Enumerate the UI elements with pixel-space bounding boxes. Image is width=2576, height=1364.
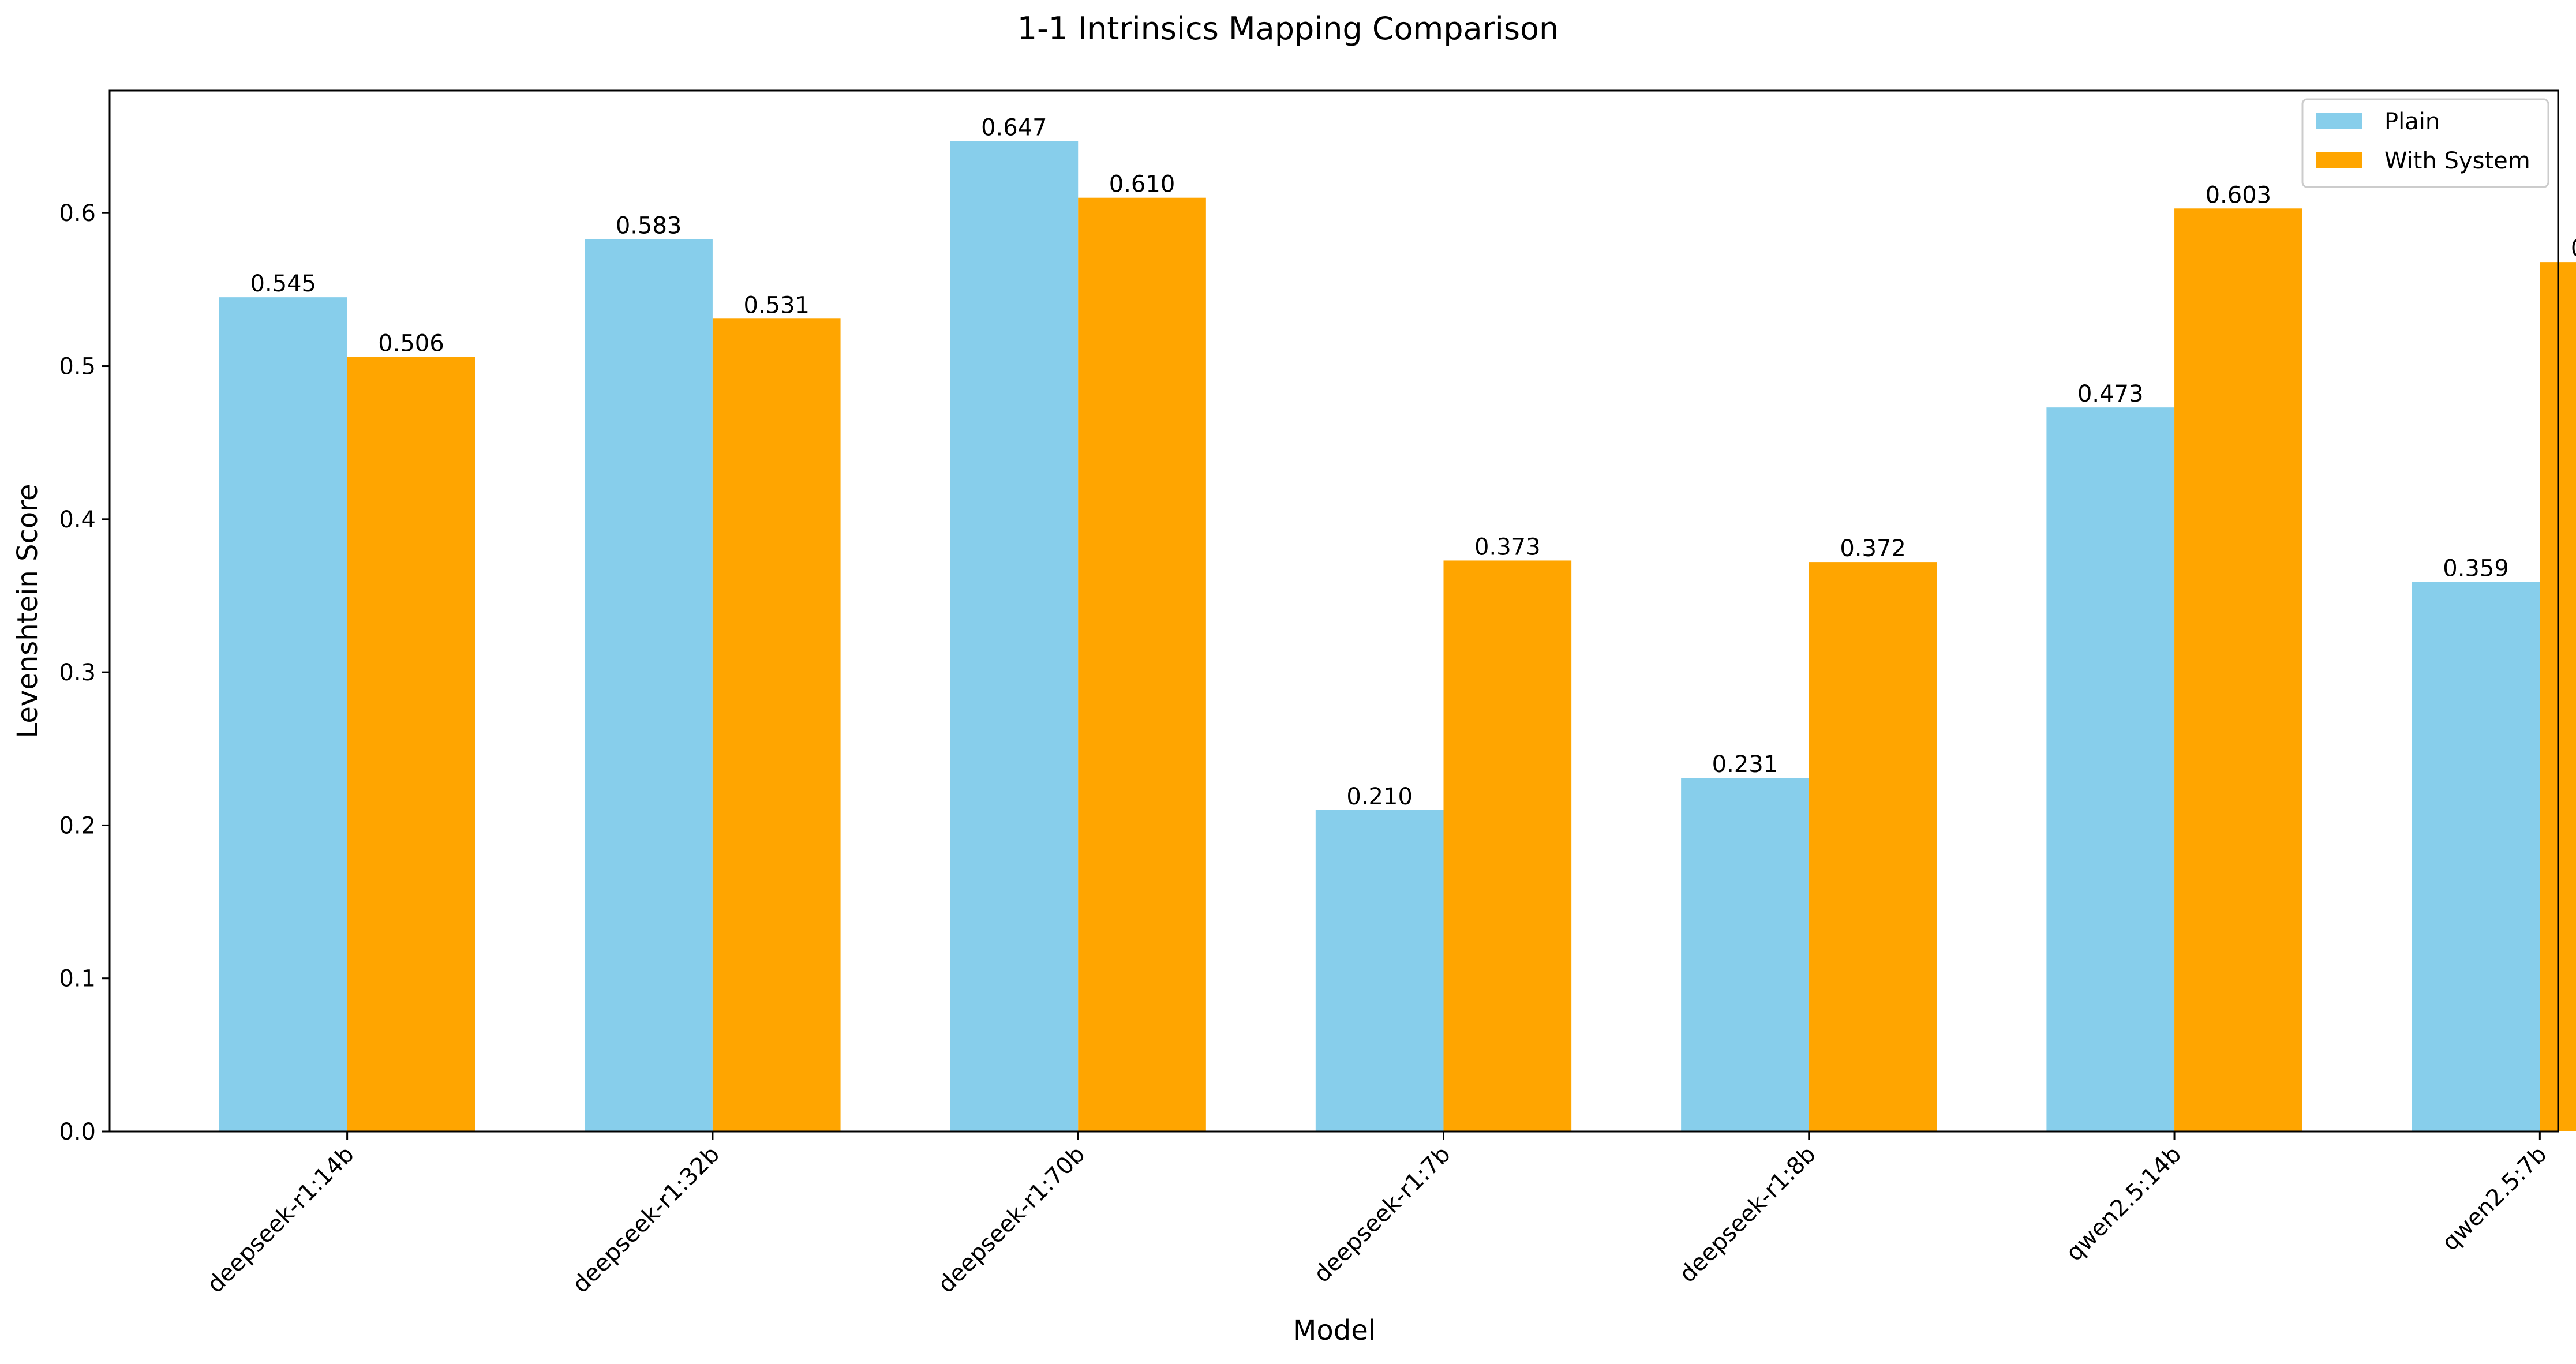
data-label-plain-qwen2-5-14b: 0.473 (2077, 381, 2144, 407)
data-label-with-system-deepseek-r1-32b: 0.531 (743, 292, 810, 318)
bar-plain-deepseek-r1-14b (219, 297, 347, 1132)
legend-frame (2301, 98, 2549, 188)
legend-swatch-with-system (2316, 152, 2362, 168)
x-axis-label: Model (1293, 1314, 1376, 1347)
bar-with-system-deepseek-r1-14b (347, 357, 475, 1131)
legend: Plain With System (2301, 98, 2549, 188)
y-tick-label: 0.1 (59, 966, 96, 992)
data-label-with-system-qwen2-5-7b: 0.568 (2571, 235, 2576, 262)
data-label-plain-deepseek-r1-8b: 0.231 (1712, 751, 1779, 778)
y-tick-label: 0.5 (59, 354, 96, 380)
bar-plain-deepseek-r1-70b (950, 141, 1079, 1131)
data-label-with-system-deepseek-r1-7b: 0.373 (1474, 534, 1541, 560)
y-axis: 0.0 0.1 0.2 0.3 0.4 0.5 0.6 (59, 200, 110, 1145)
data-label-with-system-deepseek-r1-8b: 0.372 (1840, 535, 1906, 562)
bar-with-system-deepseek-r1-8b (1809, 562, 1937, 1131)
bar-with-system-deepseek-r1-7b (1443, 560, 1572, 1131)
data-label-plain-deepseek-r1-70b: 0.647 (981, 115, 1047, 141)
legend-label-plain: Plain (2384, 108, 2440, 135)
bar-plain-deepseek-r1-8b (1681, 778, 1809, 1131)
y-tick-label: 0.0 (59, 1119, 96, 1145)
bar-plain-qwen2-5-7b (2412, 582, 2540, 1131)
value-labels-layer: 0.545 0.583 0.647 0.210 0.231 0.473 0.359 0.506… (250, 115, 2576, 810)
bar-with-system-qwen2-5-14b (2174, 208, 2302, 1131)
data-label-with-system-qwen2-5-14b: 0.603 (2206, 182, 2272, 208)
data-label-plain-qwen2-5-7b: 0.359 (2443, 556, 2509, 582)
data-label-plain-deepseek-r1-7b: 0.210 (1346, 784, 1413, 810)
bar-with-system-deepseek-r1-70b (1078, 197, 1206, 1132)
y-tick-label: 0.4 (59, 507, 96, 533)
bars-layer (219, 141, 2576, 1132)
bar-plain-deepseek-r1-32b (585, 239, 713, 1131)
y-axis-label: Levenshtein Score (12, 484, 44, 738)
data-label-with-system-deepseek-r1-14b: 0.506 (378, 331, 444, 357)
chart-title: 1-1 Intrinsics Mapping Comparison (1017, 10, 1559, 47)
bar-plain-deepseek-r1-7b (1315, 810, 1444, 1131)
plot-frame (108, 89, 2559, 1133)
data-label-plain-deepseek-r1-32b: 0.583 (616, 212, 682, 239)
bar-with-system-deepseek-r1-32b (712, 318, 841, 1131)
data-label-plain-deepseek-r1-14b: 0.545 (250, 271, 317, 297)
bar-plain-qwen2-5-14b (2046, 407, 2175, 1131)
legend-label-with-system: With System (2384, 148, 2530, 174)
data-label-with-system-deepseek-r1-70b: 0.610 (1109, 171, 1175, 198)
y-tick-label: 0.6 (59, 200, 96, 227)
legend-swatch-plain (2316, 113, 2362, 129)
y-tick-label: 0.3 (59, 659, 96, 686)
y-tick-label: 0.2 (59, 812, 96, 839)
